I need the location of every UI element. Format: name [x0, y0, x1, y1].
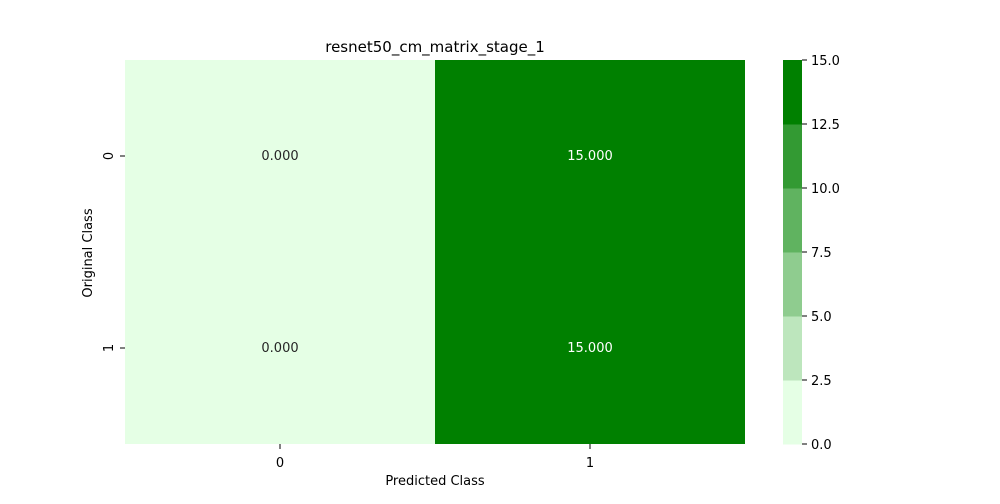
cell-value-1-1: 15.000 — [567, 341, 613, 356]
cell-value-0-1: 15.000 — [567, 149, 613, 164]
colorbar-tick-label: 7.5 — [811, 246, 832, 261]
colorbar-tick-label: 5.0 — [811, 310, 832, 325]
x-axis-label: Predicted Class — [385, 474, 485, 489]
colorbar-segment — [783, 252, 802, 317]
cell-value-1-0: 0.000 — [261, 341, 298, 356]
x-tick-label: 1 — [586, 456, 594, 471]
heatmap-cell-0-1 — [435, 60, 745, 252]
heatmap-cell-0-0 — [125, 60, 435, 252]
colorbar-tick-label: 10.0 — [811, 182, 840, 197]
colorbar-tick-label: 2.5 — [811, 374, 832, 389]
colorbar-segment — [783, 60, 802, 125]
colorbar-segment — [783, 380, 802, 445]
x-tick-label: 0 — [276, 456, 284, 471]
heatmap-cells — [125, 60, 745, 444]
colorbar: 0.0 2.5 5.0 7.5 10.0 12.5 15.0 — [783, 54, 840, 453]
cell-annotations: 0.000 15.000 0.000 15.000 — [261, 149, 612, 356]
cell-value-0-0: 0.000 — [261, 149, 298, 164]
colorbar-tick-label: 0.0 — [811, 438, 832, 453]
colorbar-tick-label: 12.5 — [811, 118, 840, 133]
y-tick-label: 1 — [102, 344, 117, 352]
heatmap-cell-1-1 — [435, 252, 745, 444]
colorbar-segment — [783, 188, 802, 253]
heatmap-cell-1-0 — [125, 252, 435, 444]
colorbar-segment — [783, 124, 802, 189]
colorbar-tick-label: 15.0 — [811, 54, 840, 69]
y-axis: 01 — [102, 152, 125, 352]
chart-title: resnet50_cm_matrix_stage_1 — [325, 38, 545, 57]
y-tick-label: 0 — [102, 152, 117, 160]
y-axis-label: Original Class — [81, 208, 96, 297]
colorbar-segment — [783, 316, 802, 381]
